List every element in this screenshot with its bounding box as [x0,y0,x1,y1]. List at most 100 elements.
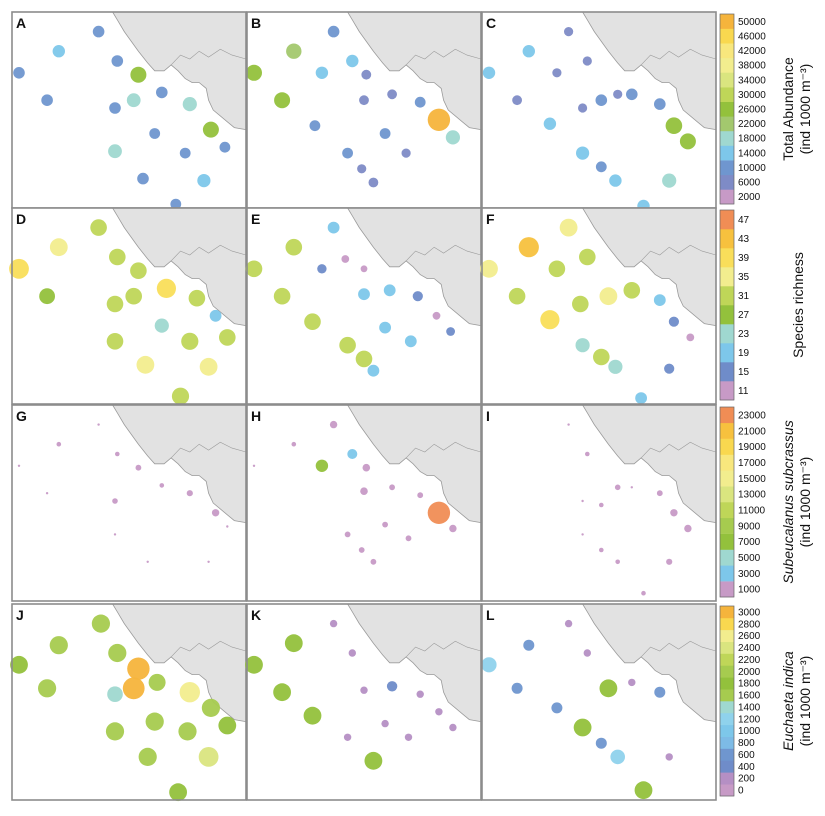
station-point [284,634,303,653]
station-point [623,282,641,299]
station-point [610,749,625,765]
colorbar-swatch [720,454,734,471]
map-panel-j: J [10,603,247,802]
colorbar-swatch [720,724,734,737]
colorbar-tick-label: 10000 [738,163,766,174]
station-point [130,66,147,83]
station-point [171,387,190,405]
station-point [641,590,646,596]
land-area [111,603,247,723]
colorbar-tick-label: 1600 [738,691,761,702]
colorbar-tick-label: 23000 [738,410,766,421]
station-point [329,420,338,429]
colorbar-total-abundance: 2000 6000 10000 14000 18000 22000 26000 30000 34… [719,13,813,205]
station-point [52,45,65,58]
colorbar-swatch [720,229,734,249]
station-point [654,98,666,110]
colorbar-tick-label: 2200 [738,655,761,666]
station-point [540,310,560,330]
station-point [572,295,589,313]
station-point [115,451,120,457]
colorbar-swatch [720,130,734,146]
land-area [346,404,482,524]
station-point [368,177,379,188]
colorbar-tick-label: 2000 [738,192,761,203]
map-panel-k: K [245,603,482,801]
map-panel-l: L [481,603,717,801]
station-point [599,502,604,508]
station-point [159,483,165,488]
station-point [567,423,570,426]
colorbar-tick-label: 5000 [738,553,761,564]
colorbar-tick-label: 19000 [738,442,766,453]
colorbar-swatch [720,116,734,132]
station-point [97,423,100,426]
station-point [362,463,371,472]
colorbar-swatch [720,14,734,29]
map-panel-b: B [246,11,482,209]
panel-letter: I [486,408,490,424]
station-point [593,348,610,366]
colorbar-tick-label: 2600 [738,631,761,642]
colorbar-swatch [720,422,734,439]
colorbar-swatch [720,549,734,566]
panel-letter: A [16,15,26,31]
station-point [595,94,608,106]
station-point [91,614,110,633]
station-point [381,719,389,728]
land-border-line [170,640,247,658]
station-point [107,686,123,702]
colorbar-swatch [720,712,734,726]
station-point [108,144,122,159]
colorbar-tick-label: 15 [738,367,750,378]
station-point [427,501,451,524]
colorbar-tick-label: 2400 [738,643,761,654]
colorbar-frame [719,406,735,598]
station-point [149,128,161,139]
station-point [348,649,356,657]
station-point [389,484,395,491]
land-border-line [170,48,247,66]
station-point [576,146,590,160]
station-point [130,262,147,280]
colorbar-swatch [720,305,734,325]
station-point [273,287,291,305]
colorbar-swatch [720,689,734,702]
station-point [358,288,370,301]
colorbar-tick-label: 22000 [738,119,766,130]
station-point [379,128,391,139]
land-area [581,404,717,524]
station-point [274,92,291,109]
station-point [630,486,633,489]
station-point [435,708,443,716]
colorbar-swatch [720,324,734,344]
land-border-line [640,441,717,459]
colorbar-species-richness: 11 15 19 23 27 31 35 39 43 47 Species richness [719,209,806,401]
station-point [327,221,340,234]
colorbar-tick-label: 30000 [738,90,766,101]
station-point [207,560,210,563]
station-point [379,321,391,334]
station-point [109,248,126,266]
station-point [148,673,166,691]
station-point [355,350,373,368]
station-point [360,686,368,694]
station-point [156,86,168,99]
colorbar-euchaeta-indica: 0200400600800100012001400160018002000220… [719,605,813,797]
station-point [199,357,218,376]
station-point [361,69,372,80]
station-point [445,130,460,145]
station-point [679,133,696,150]
land-area [346,603,482,723]
station-point [578,103,588,113]
colorbar-swatch [720,486,734,503]
colorbar-swatch [720,760,734,773]
station-point [551,702,563,714]
land-area [111,207,247,327]
station-point [106,295,124,313]
station-point [219,329,236,346]
land-border-line [640,48,717,66]
station-point [9,258,29,279]
station-point [108,643,127,663]
station-point [197,174,211,188]
